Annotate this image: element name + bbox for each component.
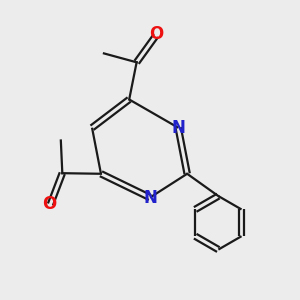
Text: O: O <box>149 25 163 43</box>
Text: O: O <box>42 195 56 213</box>
Text: N: N <box>171 119 185 137</box>
Text: N: N <box>143 189 157 207</box>
